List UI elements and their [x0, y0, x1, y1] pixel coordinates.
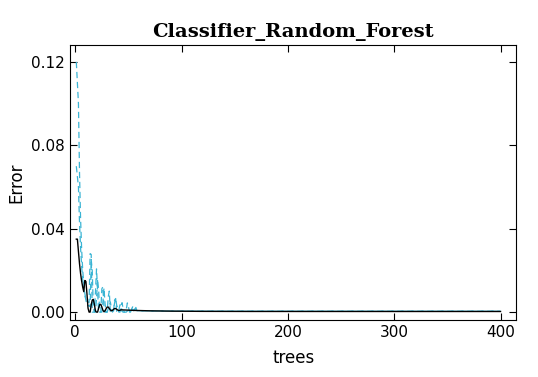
Title: Classifier_Random_Forest: Classifier_Random_Forest	[152, 23, 434, 41]
X-axis label: trees: trees	[272, 349, 314, 367]
Y-axis label: Error: Error	[8, 162, 26, 203]
